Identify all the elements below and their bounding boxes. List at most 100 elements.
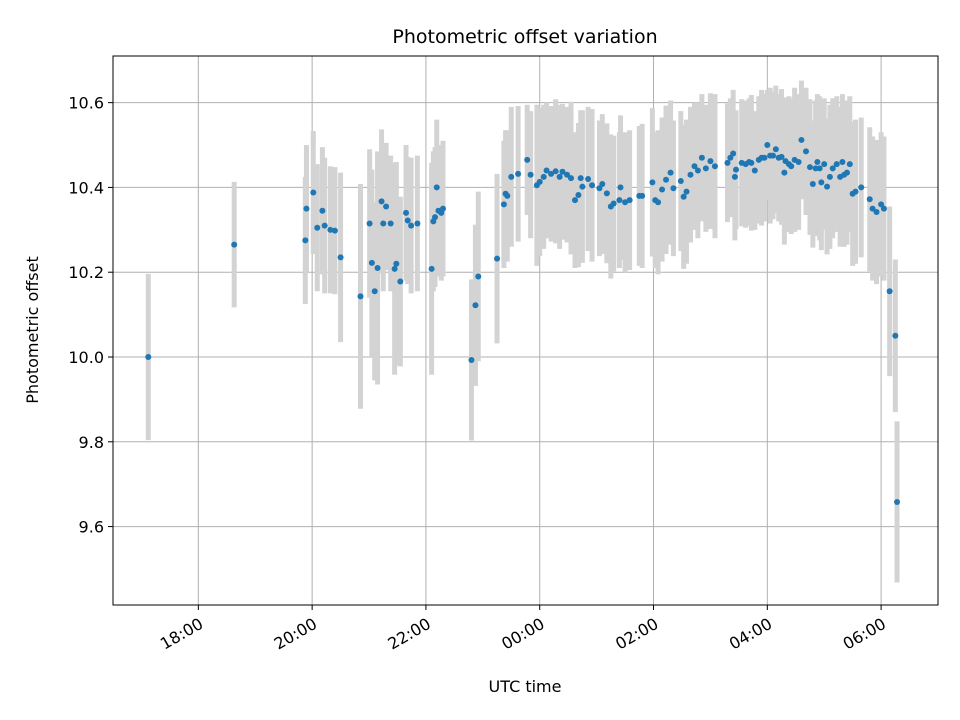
- data-point: [577, 175, 584, 182]
- data-point: [639, 192, 646, 199]
- data-point: [814, 158, 821, 165]
- data-point: [543, 167, 550, 174]
- data-point: [368, 259, 375, 266]
- y-tick-label: 9.8: [79, 433, 104, 452]
- data-point: [314, 224, 321, 231]
- data-point: [683, 188, 690, 195]
- data-point: [536, 178, 543, 185]
- data-point: [500, 201, 507, 208]
- data-point: [527, 171, 534, 178]
- data-point: [383, 203, 390, 210]
- data-point: [866, 196, 873, 203]
- data-point: [833, 161, 840, 168]
- data-point: [818, 179, 825, 186]
- data-point: [504, 192, 511, 199]
- data-point: [371, 288, 378, 295]
- data-point: [337, 254, 344, 261]
- data-point: [589, 182, 596, 189]
- grid-lines: [113, 56, 938, 605]
- data-point: [806, 164, 813, 171]
- data-point: [880, 205, 887, 212]
- data-point: [393, 260, 400, 267]
- data-point: [596, 185, 603, 192]
- y-tick-label: 10.0: [68, 348, 104, 367]
- data-point: [667, 169, 674, 176]
- data-point: [548, 170, 555, 177]
- data-point: [610, 200, 617, 207]
- data-point: [617, 184, 624, 191]
- data-point: [772, 146, 779, 153]
- data-point: [649, 179, 656, 186]
- data-point: [428, 265, 435, 272]
- y-tick-label: 10.2: [68, 263, 104, 282]
- data-point: [432, 214, 439, 221]
- data-points: [145, 136, 901, 505]
- data-point: [677, 178, 684, 185]
- chart-title: Photometric offset variation: [392, 26, 657, 48]
- data-point: [707, 158, 714, 165]
- data-point: [764, 142, 771, 149]
- data-point: [748, 159, 755, 166]
- y-tick-label: 10.6: [68, 94, 104, 113]
- data-point: [816, 165, 823, 172]
- y-axis-label: Photometric offset: [23, 256, 42, 404]
- data-point: [843, 169, 850, 176]
- data-point: [733, 166, 740, 173]
- data-point: [404, 217, 411, 224]
- data-point: [761, 154, 768, 161]
- data-point: [572, 197, 578, 204]
- data-point: [795, 158, 802, 165]
- data-point: [403, 209, 410, 216]
- data-point: [599, 181, 606, 188]
- data-point: [310, 189, 317, 196]
- data-point: [556, 173, 563, 180]
- data-point: [727, 154, 734, 161]
- data-point: [374, 264, 381, 271]
- data-point: [691, 163, 698, 170]
- data-point: [331, 227, 338, 234]
- data-point: [839, 158, 846, 165]
- data-point: [788, 163, 795, 170]
- data-point: [730, 150, 737, 157]
- data-point: [380, 220, 387, 227]
- data-point: [616, 197, 623, 204]
- data-point: [494, 255, 501, 262]
- plot-frame: [112, 55, 939, 606]
- data-point: [433, 184, 440, 191]
- data-point: [698, 154, 705, 161]
- data-point: [552, 168, 559, 175]
- data-point: [387, 220, 394, 227]
- data-point: [711, 163, 718, 170]
- data-point: [751, 167, 758, 174]
- data-point: [622, 199, 629, 206]
- data-point: [585, 175, 592, 182]
- data-point: [303, 205, 310, 212]
- data-point: [694, 167, 701, 174]
- data-point: [468, 356, 475, 363]
- data-point: [894, 498, 901, 505]
- data-point: [321, 222, 328, 229]
- data-point: [564, 171, 571, 178]
- y-tick-label: 9.6: [79, 518, 104, 537]
- data-point: [145, 353, 152, 360]
- y-axis-ticks: 9.6 9.8 10.0 10.2 10.4 10.6: [68, 94, 113, 537]
- data-point: [440, 205, 446, 212]
- data-point: [475, 273, 482, 280]
- x-axis-label: UTC time: [489, 677, 562, 696]
- data-point: [391, 265, 398, 272]
- data-point: [829, 165, 836, 172]
- data-point: [869, 205, 876, 212]
- data-point: [579, 183, 586, 190]
- data-point: [878, 201, 885, 208]
- data-point: [852, 188, 859, 195]
- data-point: [846, 161, 853, 168]
- data-point: [824, 183, 831, 190]
- data-point: [357, 293, 364, 300]
- data-point: [892, 332, 899, 339]
- data-point: [659, 186, 666, 193]
- data-point: [821, 161, 828, 168]
- y-tick-label: 10.4: [68, 178, 104, 197]
- data-point: [575, 192, 582, 199]
- data-point: [626, 197, 633, 204]
